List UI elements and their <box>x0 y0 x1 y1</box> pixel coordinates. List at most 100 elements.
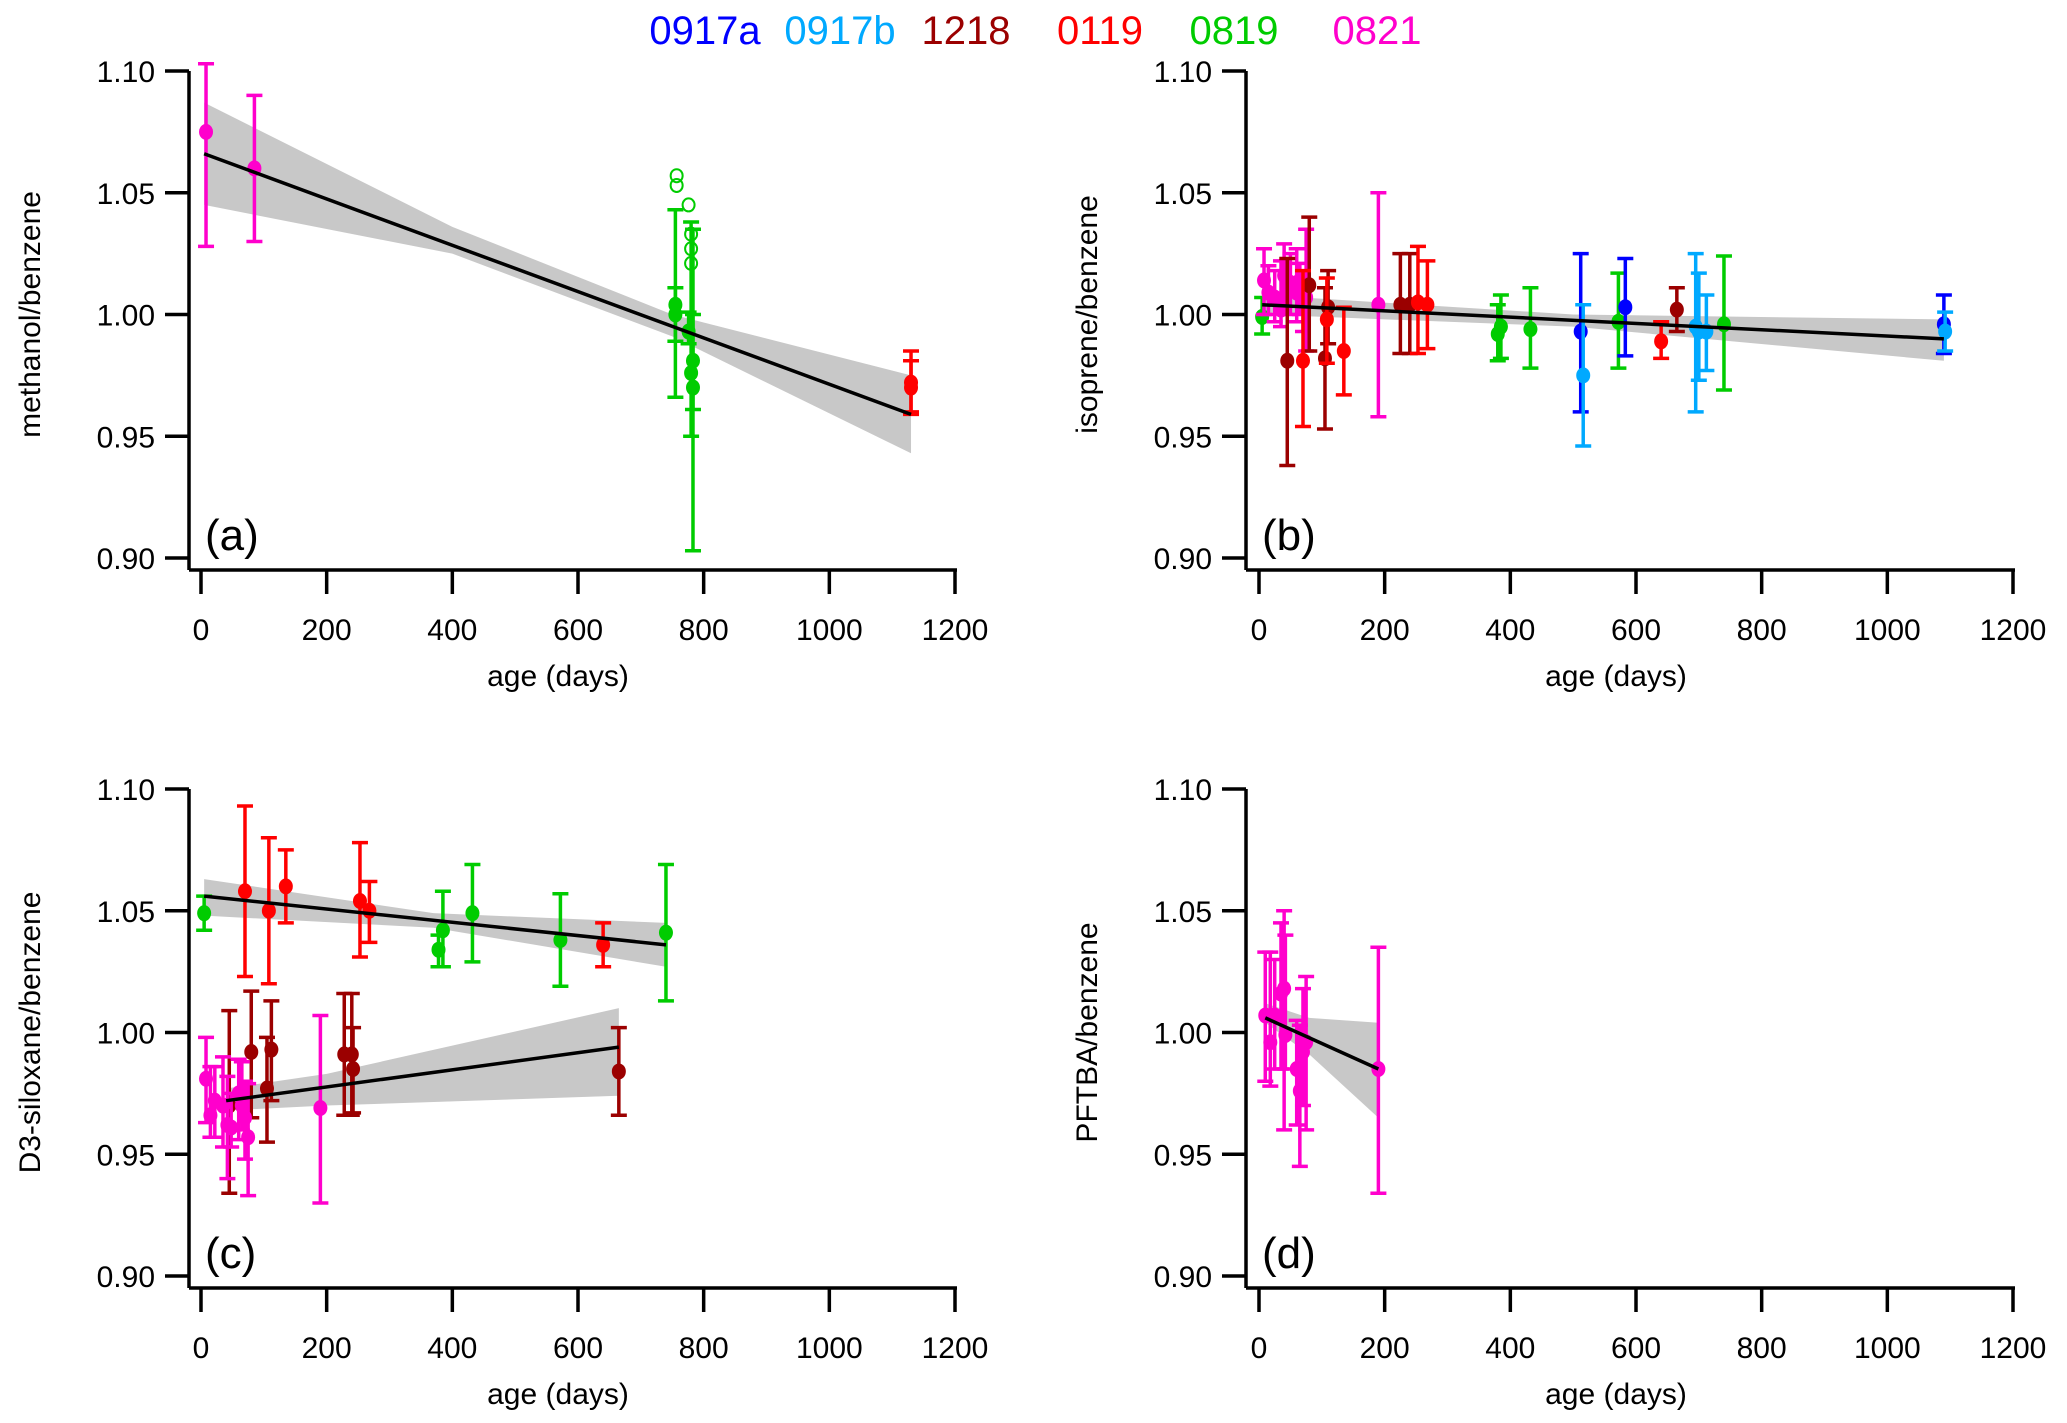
fit-line <box>1264 1016 1380 1071</box>
data-point <box>1292 1082 1307 1099</box>
x-tick-label: 1000 <box>1854 1332 1921 1365</box>
data-point <box>1573 323 1588 340</box>
y-tick-label: 1.00 <box>97 300 155 333</box>
legend: 0917a 0917b 1218 0119 0819 0821 <box>649 9 1421 53</box>
open-data-point <box>684 226 699 242</box>
x-tick-label: 600 <box>1611 1332 1661 1365</box>
x-tick-label: 600 <box>553 1332 603 1365</box>
data-point <box>596 936 611 953</box>
data-point <box>1295 352 1310 369</box>
fit-line <box>225 1045 620 1103</box>
data-point <box>1576 367 1591 384</box>
panels: 0.90 0.95 1.00 1.05 1.10 0 200 400 600 800 1000 120… <box>14 56 2046 1411</box>
x-tick-label: 0 <box>193 614 210 647</box>
data-point <box>1278 1026 1293 1043</box>
x-tick-label: 400 <box>427 614 477 647</box>
data-point <box>1669 301 1684 318</box>
x-tick-label: 1000 <box>1854 614 1921 647</box>
x-tick-label: 1200 <box>922 1332 989 1365</box>
fit-line <box>203 152 912 416</box>
fit-line <box>203 894 667 947</box>
x-tick-label: 1200 <box>922 614 989 647</box>
panel-label: (d) <box>1262 1229 1316 1278</box>
data-point <box>435 922 450 939</box>
y-tick-label: 0.95 <box>97 421 155 454</box>
y-tick-label: 1.05 <box>97 896 155 929</box>
series-1218 <box>1279 215 1685 468</box>
data-point <box>344 1046 359 1063</box>
confidence-band <box>1262 295 1944 361</box>
y-tick-label: 0.90 <box>97 543 155 576</box>
y-tick-label: 0.90 <box>97 1261 155 1294</box>
confidence-band <box>204 102 912 454</box>
data-point <box>241 1129 256 1146</box>
data-point <box>352 893 367 910</box>
panel-b: 0.90 0.95 1.00 1.05 1.10 0 200 400 600 800 1000 120… <box>1071 56 2046 693</box>
legend-entry-0917b: 0917b <box>784 9 895 53</box>
data-point <box>237 1109 252 1126</box>
x-tick-label: 0 <box>1251 1332 1268 1365</box>
panel-label: (b) <box>1262 511 1316 560</box>
data-point <box>203 1107 218 1124</box>
y-tick-label: 0.95 <box>97 1139 155 1172</box>
data-point <box>431 941 446 958</box>
y-tick-label: 1.10 <box>1154 774 1212 807</box>
data-point <box>264 1041 279 1058</box>
series-0119 <box>903 349 920 417</box>
x-tick-label: 200 <box>1360 1332 1410 1365</box>
y-tick-label: 0.90 <box>1154 1261 1212 1294</box>
data-point <box>1336 343 1351 360</box>
x-tick-label: 800 <box>1737 1332 1787 1365</box>
data-point <box>259 1080 274 1097</box>
data-point <box>1280 352 1295 369</box>
confidence-band <box>204 879 666 967</box>
data-point <box>1277 980 1292 997</box>
data-point <box>1263 1034 1278 1051</box>
x-tick-label: 400 <box>427 1332 477 1365</box>
data-point <box>261 902 276 919</box>
y-tick-label: 1.00 <box>97 1018 155 1051</box>
series-0819 <box>1254 254 1732 392</box>
series-0821 <box>198 1013 329 1205</box>
x-tick-label: 1200 <box>1980 1332 2047 1365</box>
series-0119 <box>236 804 612 986</box>
y-tick-label: 1.10 <box>1154 56 1212 89</box>
data-point <box>684 364 699 381</box>
x-tick-label: 1200 <box>1980 614 2047 647</box>
data-point <box>1618 299 1633 316</box>
panel-d: 0.90 0.95 1.00 1.05 1.10 0 200 400 600 800 1000 120… <box>1071 774 2046 1411</box>
legend-entry-1218: 1218 <box>922 9 1011 53</box>
data-point <box>1267 289 1282 306</box>
data-point <box>234 1097 249 1114</box>
data-point <box>197 905 212 922</box>
y-tick-label: 1.00 <box>1154 1018 1212 1051</box>
y-tick-label: 1.05 <box>1154 896 1212 929</box>
data-point <box>199 1070 214 1087</box>
data-point <box>668 306 683 323</box>
open-data-point <box>681 197 696 213</box>
data-point <box>1289 1061 1304 1078</box>
data-point <box>1493 318 1508 335</box>
series-0821 <box>1257 909 1387 1195</box>
x-tick-label: 400 <box>1485 614 1535 647</box>
data-point <box>278 878 293 895</box>
y-axis-title: methanol/benzene <box>14 191 47 438</box>
panel-c: 0.90 0.95 1.00 1.05 1.10 0 200 400 600 800 1000 120… <box>14 774 988 1411</box>
data-point <box>553 931 568 948</box>
fit-line <box>1262 303 1944 341</box>
series-0819 <box>196 862 674 1003</box>
data-point <box>313 1099 328 1116</box>
legend-entry-0821: 0821 <box>1333 9 1422 53</box>
data-point <box>685 352 700 369</box>
data-point <box>237 883 252 900</box>
series-0819 <box>667 168 701 553</box>
x-tick-label: 800 <box>679 1332 729 1365</box>
x-tick-label: 800 <box>679 614 729 647</box>
x-axis-title: age (days) <box>487 1378 629 1411</box>
panel-label: (c) <box>205 1229 256 1278</box>
panel-a: 0.90 0.95 1.00 1.05 1.10 0 200 400 600 800 1000 120… <box>14 56 988 693</box>
data-point <box>199 123 214 140</box>
x-tick-label: 600 <box>553 614 603 647</box>
open-data-point <box>684 255 699 271</box>
open-data-point <box>669 168 684 184</box>
